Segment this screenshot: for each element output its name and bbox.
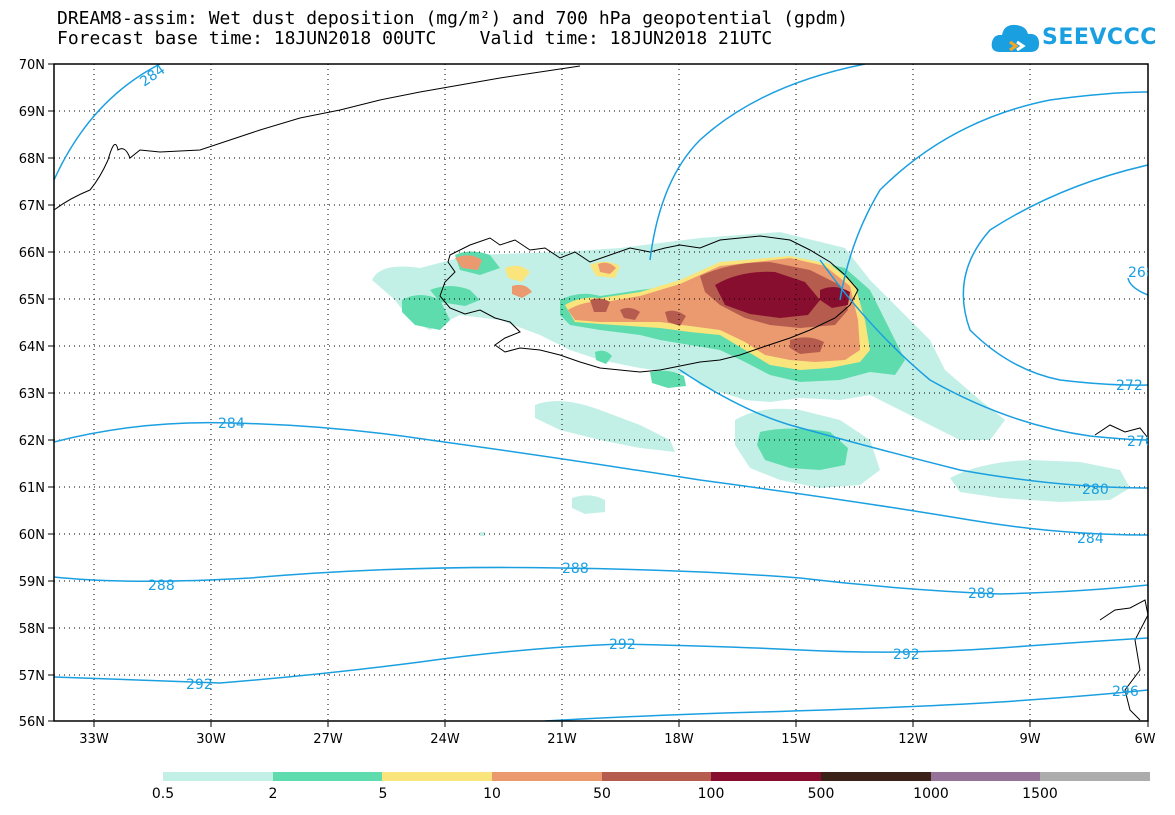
graticule <box>54 64 1148 721</box>
legend-label: 500 <box>807 786 835 802</box>
lat-label: 68N <box>19 152 45 167</box>
legend-swatch <box>272 772 383 781</box>
contour-label: 292 <box>609 637 636 653</box>
lat-label: 64N <box>19 340 45 355</box>
legend-swatch <box>930 772 1041 781</box>
legend-swatch <box>711 772 822 781</box>
legend-label: 2 <box>268 786 278 802</box>
cloud-logo-icon <box>991 24 1040 52</box>
lon-label: 21W <box>547 732 577 747</box>
lon-label: 24W <box>430 732 460 747</box>
lat-label: 69N <box>19 105 45 120</box>
axis-ticks <box>48 63 1149 727</box>
legend-label: 10 <box>483 786 501 802</box>
lat-label: 60N <box>19 528 45 543</box>
lat-label: 67N <box>19 199 45 214</box>
map-title: DREAM8-assim: Wet dust deposition (mg/m²… <box>57 8 849 29</box>
legend-swatch <box>1040 772 1151 781</box>
contour-label: 276 <box>1127 434 1154 450</box>
lat-label: 63N <box>19 387 45 402</box>
lon-label: 27W <box>313 732 343 747</box>
contour-label: 292 <box>186 677 213 693</box>
geopotential-contours <box>54 64 1148 721</box>
lat-label: 57N <box>19 669 45 684</box>
latitude-labels: 70N 69N 68N 67N 66N 65N 64N 63N 62N 61N … <box>19 58 45 730</box>
color-legend <box>163 772 1151 781</box>
contour-label: 284 <box>137 62 168 90</box>
legend-swatch <box>382 772 493 781</box>
contour-label: 288 <box>968 586 995 602</box>
map-subtitle: Forecast base time: 18JUN2018 00UTC Vali… <box>57 28 773 49</box>
lon-label: 18W <box>664 732 694 747</box>
legend-swatch <box>492 772 602 781</box>
logo-text: SEEVCCC <box>1042 25 1157 50</box>
lon-label: 33W <box>79 732 109 747</box>
lon-label: 6W <box>1134 732 1155 747</box>
lat-label: 66N <box>19 246 45 261</box>
longitude-labels: 33W 30W 27W 24W 21W 18W 15W 12W 9W 6W <box>79 732 1155 747</box>
legend-label: 50 <box>593 786 611 802</box>
contour-label: 272 <box>1116 378 1143 394</box>
contour-label: 292 <box>893 647 920 663</box>
lat-label: 70N <box>19 58 45 73</box>
legend-swatch <box>821 772 931 781</box>
legend-swatch <box>163 772 273 781</box>
lat-label: 62N <box>19 434 45 449</box>
contour-label: 288 <box>148 578 175 594</box>
lon-label: 30W <box>196 732 226 747</box>
legend-label: 1000 <box>913 786 949 802</box>
lat-label: 58N <box>19 622 45 637</box>
lat-label: 65N <box>19 293 45 308</box>
legend-label: 1500 <box>1022 786 1058 802</box>
lat-label: 59N <box>19 575 45 590</box>
contour-label: 284 <box>218 416 245 432</box>
contour-label: 296 <box>1112 684 1139 700</box>
legend-swatch <box>601 772 712 781</box>
legend-label: 0.5 <box>151 786 175 802</box>
contour-label: 280 <box>1082 482 1109 498</box>
map-frame <box>53 63 1149 722</box>
contour-label: 284 <box>1077 531 1104 547</box>
legend-label: 100 <box>697 786 725 802</box>
lon-label: 9W <box>1019 732 1040 747</box>
seevccc-logo: SEEVCCC <box>990 20 1165 60</box>
legend-label: 5 <box>378 786 388 802</box>
dust-deposition-field <box>372 232 1130 536</box>
lat-label: 56N <box>19 715 45 730</box>
contour-label: 268 <box>1128 265 1155 281</box>
lon-label: 15W <box>781 732 811 747</box>
lat-label: 61N <box>19 481 45 496</box>
lon-label: 12W <box>898 732 928 747</box>
coastlines <box>54 65 1148 721</box>
contour-labels: 284 284 288 288 288 292 292 292 280 284 … <box>137 62 1155 700</box>
contour-label: 288 <box>562 561 589 577</box>
